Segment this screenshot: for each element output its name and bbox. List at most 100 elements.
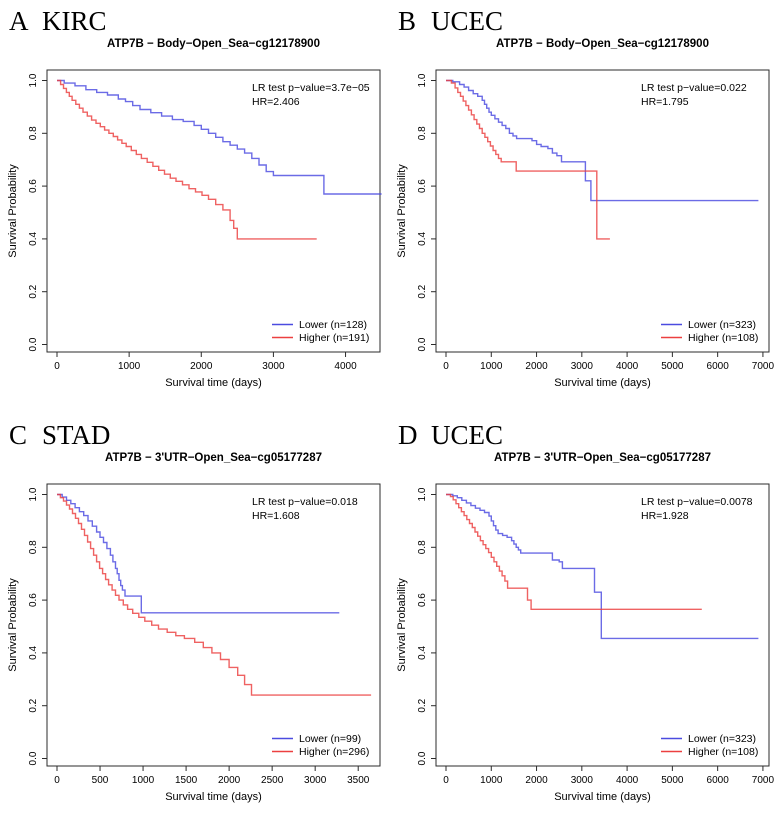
- x-tick-label: 0: [54, 361, 60, 372]
- plot-title: ATP7B − 3'UTR−Open_Sea−cg05177287: [105, 452, 322, 464]
- y-axis-label: Survival Probability: [396, 164, 408, 258]
- plot-box: [435, 483, 770, 767]
- legend-lower-label: Lower (n=323): [688, 319, 756, 331]
- panel-b-ucec: B UCEC ATP7B − Body−Open_Sea−cg12178900 0 10…: [389, 0, 777, 414]
- lower-survival-curve: [446, 493, 759, 640]
- plot-box: [46, 69, 381, 353]
- km-plot-b: B UCEC ATP7B − Body−Open_Sea−cg12178900 0 10…: [396, 6, 775, 389]
- y-tick-label: 0.6: [417, 179, 428, 193]
- x-tick-label: 1000: [480, 775, 503, 786]
- plot-title: ATP7B − Body−Open_Sea−cg12178900: [107, 38, 320, 50]
- lr-test-annotation: LR test p−value=0.0078: [641, 496, 753, 508]
- x-tick-label: 500: [92, 775, 109, 786]
- y-tick-label: 0.6: [28, 179, 39, 193]
- x-tick-label: 6000: [707, 775, 730, 786]
- plot-box: [435, 69, 770, 353]
- y-tick-label: 0.8: [28, 540, 39, 554]
- x-tick-label: 4000: [616, 361, 639, 372]
- x-axis-label: Survival time (days): [554, 791, 651, 803]
- x-tick-label: 3500: [347, 775, 370, 786]
- y-tick-label: 0.4: [28, 646, 39, 660]
- x-tick-label: 1000: [132, 775, 155, 786]
- legend-higher-label: Higher (n=108): [688, 332, 758, 344]
- plot-box: [46, 483, 381, 767]
- y-tick-label: 0.0: [28, 337, 39, 351]
- x-tick-label: 4000: [616, 775, 639, 786]
- lower-survival-curve: [446, 79, 759, 202]
- cancer-type-label: UCEC: [431, 6, 503, 36]
- panel-a-kirc: A KIRC ATP7B − Body−Open_Sea−cg12178900 0 10…: [0, 0, 389, 414]
- y-tick-label: 0.6: [28, 593, 39, 607]
- y-tick-label: 1.0: [28, 73, 39, 87]
- x-tick-label: 0: [443, 361, 449, 372]
- y-tick-label: 0.2: [28, 698, 39, 712]
- cancer-type-label: KIRC: [42, 6, 107, 36]
- panel-letter: D: [398, 420, 418, 450]
- y-tick-label: 0.4: [417, 232, 428, 246]
- y-tick-label: 1.0: [28, 487, 39, 501]
- y-axis-label: Survival Probability: [7, 164, 19, 258]
- y-tick-label: 0.2: [417, 284, 428, 298]
- panel-letter: A: [9, 6, 29, 36]
- x-tick-label: 7000: [752, 361, 775, 372]
- cancer-type-label: UCEC: [431, 420, 503, 450]
- x-tick-label: 2500: [261, 775, 284, 786]
- hr-annotation: HR=1.928: [641, 510, 689, 522]
- legend-lower-label: Lower (n=323): [688, 733, 756, 745]
- x-tick-label: 1500: [175, 775, 198, 786]
- y-tick-label: 0.0: [417, 337, 428, 351]
- x-tick-label: 0: [54, 775, 60, 786]
- y-tick-label: 1.0: [417, 487, 428, 501]
- legend-lower-label: Lower (n=128): [299, 319, 367, 331]
- lr-test-annotation: LR test p−value=0.022: [641, 82, 747, 94]
- lower-survival-curve: [57, 493, 340, 614]
- x-tick-label: 7000: [752, 775, 775, 786]
- x-tick-label: 5000: [661, 775, 684, 786]
- x-tick-label: 4000: [334, 361, 357, 372]
- plot-title: ATP7B − Body−Open_Sea−cg12178900: [496, 38, 709, 50]
- hr-annotation: HR=2.406: [252, 96, 300, 108]
- y-tick-label: 0.4: [417, 646, 428, 660]
- legend-higher-label: Higher (n=108): [688, 746, 758, 758]
- y-tick-label: 0.8: [417, 540, 428, 554]
- panel-letter: C: [9, 420, 27, 450]
- higher-survival-curve: [57, 79, 317, 240]
- panel-c-stad: C STAD ATP7B − 3'UTR−Open_Sea−cg05177287 0 5…: [0, 414, 389, 827]
- cancer-type-label: STAD: [42, 420, 110, 450]
- x-axis-label: Survival time (days): [554, 377, 651, 389]
- x-tick-label: 0: [443, 775, 449, 786]
- higher-survival-curve: [446, 79, 610, 240]
- y-tick-label: 0.2: [28, 284, 39, 298]
- y-tick-label: 0.0: [28, 751, 39, 765]
- hr-annotation: HR=1.795: [641, 96, 689, 108]
- x-tick-label: 3000: [571, 361, 594, 372]
- higher-survival-curve: [57, 493, 372, 696]
- x-tick-label: 1000: [480, 361, 503, 372]
- y-tick-label: 0.6: [417, 593, 428, 607]
- x-axis-label: Survival time (days): [165, 791, 262, 803]
- x-tick-label: 2000: [190, 361, 213, 372]
- legend-higher-label: Higher (n=296): [299, 746, 369, 758]
- km-plot-c: C STAD ATP7B − 3'UTR−Open_Sea−cg05177287 0 5…: [7, 420, 381, 803]
- y-axis-label: Survival Probability: [7, 578, 19, 672]
- x-tick-label: 3000: [262, 361, 285, 372]
- x-tick-label: 2000: [525, 775, 548, 786]
- plot-title: ATP7B − 3'UTR−Open_Sea−cg05177287: [494, 452, 711, 464]
- y-tick-label: 0.8: [28, 126, 39, 140]
- legend-lower-label: Lower (n=99): [299, 733, 361, 745]
- y-tick-label: 1.0: [417, 73, 428, 87]
- x-tick-label: 5000: [661, 361, 684, 372]
- km-plot-d: D UCEC ATP7B − 3'UTR−Open_Sea−cg05177287 0 1…: [396, 420, 775, 803]
- panel-letter: B: [398, 6, 416, 36]
- higher-survival-curve: [446, 493, 702, 610]
- panel-d-ucec: D UCEC ATP7B − 3'UTR−Open_Sea−cg05177287 0 1…: [389, 414, 777, 827]
- x-tick-label: 3000: [304, 775, 327, 786]
- hr-annotation: HR=1.608: [252, 510, 300, 522]
- legend-higher-label: Higher (n=191): [299, 332, 369, 344]
- lower-survival-curve: [57, 79, 382, 195]
- x-tick-label: 1000: [118, 361, 141, 372]
- x-axis-label: Survival time (days): [165, 377, 262, 389]
- lr-test-annotation: LR test p−value=3.7e−05: [252, 82, 370, 94]
- y-axis-label: Survival Probability: [396, 578, 408, 672]
